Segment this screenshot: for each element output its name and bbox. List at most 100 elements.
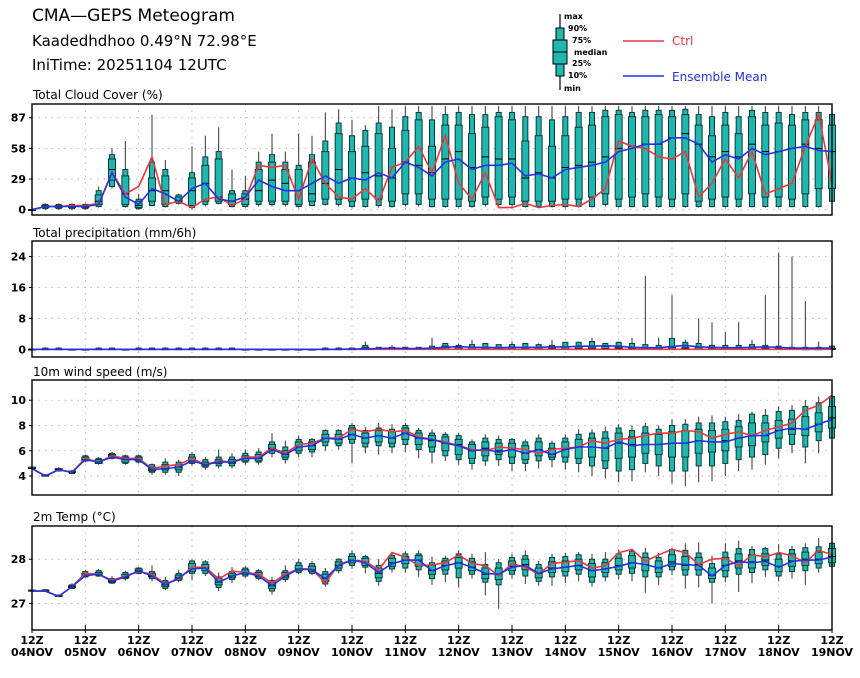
x-tick-label-date: 06NOV: [118, 646, 161, 659]
box-whisker: [748, 411, 756, 470]
box-whisker: [641, 106, 650, 208]
box-whisker: [281, 151, 290, 207]
box-whisker: [681, 339, 690, 350]
x-tick-label-time: 12Z: [180, 634, 203, 647]
x-tick-label-time: 12Z: [234, 634, 257, 647]
box-p25-p75: [548, 145, 556, 202]
box-p25-p75: [548, 561, 556, 573]
box-whisker: [614, 106, 623, 208]
box-whisker: [801, 106, 810, 208]
box-whisker: [401, 422, 410, 453]
box-whisker: [721, 416, 730, 477]
box-whisker: [788, 545, 796, 579]
x-tick-label-date: 07NOV: [171, 646, 214, 659]
box-whisker: [814, 537, 823, 573]
box-p25-p75: [574, 126, 583, 200]
box-whisker: [348, 119, 356, 208]
box-whisker: [508, 438, 516, 471]
box-whisker: [588, 429, 596, 477]
box-whisker: [574, 341, 583, 350]
box-whisker: [428, 106, 436, 208]
x-tick-label-time: 12Z: [714, 634, 737, 647]
location-label: Kaadedhdhoo 0.49°N 72.98°E: [32, 32, 257, 50]
box-p25-p75: [534, 135, 543, 202]
box-whisker: [441, 555, 450, 583]
box-whisker: [468, 439, 476, 470]
x-tick-label-date: 19NOV: [811, 646, 854, 659]
panel-frame: [31, 240, 833, 358]
box-whisker: [801, 300, 810, 351]
box-p25-p75: [628, 555, 636, 569]
box-p25-p75: [601, 437, 610, 462]
box-whisker: [468, 106, 476, 208]
box-whisker: [521, 439, 530, 471]
box-p25-p75: [348, 151, 356, 202]
y-tick-label: 28: [11, 553, 26, 566]
x-tick-label-time: 12Z: [447, 634, 470, 647]
box-whisker: [654, 552, 663, 585]
box-whisker: [308, 135, 316, 207]
box-whisker: [334, 109, 343, 207]
box-whisker: [721, 331, 730, 350]
box-p25-p75: [814, 119, 823, 190]
box-whisker: [694, 318, 703, 350]
y-tick-label: 58: [11, 142, 26, 155]
box-p25-p75: [761, 422, 770, 443]
box-whisker: [681, 106, 690, 208]
box-whisker: [788, 106, 796, 208]
box-p25-p75: [374, 133, 383, 200]
box-p25-p75: [761, 124, 770, 198]
box-whisker: [188, 146, 196, 210]
y-tick-label: 4: [18, 470, 26, 483]
x-axis: 12Z04NOV12Z05NOV12Z06NOV12Z07NOV12Z08NOV…: [11, 625, 854, 659]
box-p25-p75: [628, 436, 636, 458]
box-whisker: [761, 409, 770, 465]
box-whisker: [374, 106, 383, 208]
box-p25-p75: [521, 140, 530, 202]
box-whisker: [774, 252, 783, 350]
legend-mean-label: Ensemble Mean: [672, 70, 767, 84]
box-whisker: [788, 256, 796, 350]
box-p25-p75: [814, 551, 823, 565]
x-tick-label-time: 12Z: [820, 634, 843, 647]
box-whisker: [721, 543, 730, 583]
panel-wind: 4 6 8 10: [11, 379, 836, 496]
box-whisker: [681, 543, 690, 589]
box-whisker: [214, 449, 223, 469]
x-tick-label-time: 12Z: [127, 634, 150, 647]
box-p25-p75: [788, 553, 796, 567]
x-tick-label-time: 12Z: [394, 634, 417, 647]
x-tick-label-date: 05NOV: [64, 646, 107, 659]
legend-label-p10: 10%: [568, 71, 587, 80]
box-p25-p75: [588, 124, 596, 198]
box-whisker: [414, 428, 423, 459]
box-p25-p75: [614, 432, 623, 459]
box-p25-p75: [574, 558, 583, 571]
box-p25-p75: [721, 428, 730, 452]
x-tick-label-time: 12Z: [287, 634, 310, 647]
x-tick-label-time: 12Z: [20, 634, 43, 647]
x-tick-label-date: 10NOV: [331, 646, 374, 659]
box-p25-p75: [614, 114, 623, 200]
box-whisker: [774, 106, 783, 208]
x-tick-label-time: 12Z: [554, 634, 577, 647]
box-whisker: [588, 337, 596, 350]
box-whisker: [388, 552, 396, 573]
box-p25-p75: [801, 416, 810, 437]
box-p25-p75: [641, 116, 650, 195]
box-p25-p75: [654, 114, 663, 198]
box-p25-p75: [268, 161, 276, 202]
legend-label-max: max: [564, 12, 584, 21]
y-tick-label: 27: [11, 597, 26, 610]
box-whisker: [401, 551, 410, 573]
box-p25-p75: [574, 438, 583, 459]
box-whisker: [641, 547, 650, 593]
box-whisker: [268, 433, 276, 458]
box-p25-p75: [414, 119, 423, 195]
box-whisker: [774, 544, 783, 582]
box-whisker: [788, 405, 796, 454]
box-whisker: [561, 434, 570, 470]
box-whisker: [494, 106, 503, 207]
legend: max 90% 75% median 25% 10% min Ctrl Ense…: [552, 12, 767, 93]
box-p25-p75: [788, 418, 796, 435]
